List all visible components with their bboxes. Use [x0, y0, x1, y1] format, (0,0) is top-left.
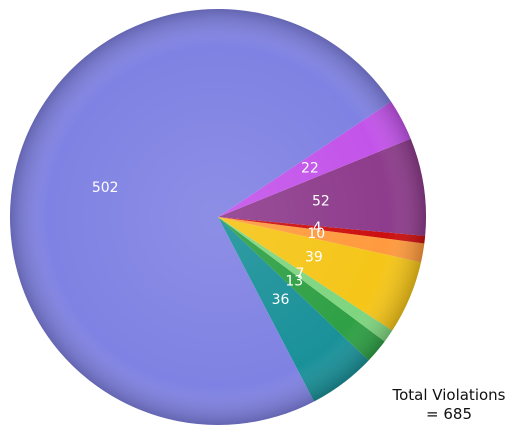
slice-label-10: 10 — [307, 226, 325, 242]
slice-label-52: 52 — [312, 194, 330, 210]
total-violations-label: Total Violations — [392, 386, 506, 404]
total-violations-annotation: Total Violations = 685 — [374, 386, 523, 424]
slice-label-13: 13 — [285, 273, 303, 289]
slice-label-22: 22 — [301, 160, 319, 176]
slice-label-4: 4 — [313, 220, 322, 236]
slice-label-39: 39 — [305, 249, 323, 265]
slice-label-36: 36 — [272, 292, 290, 308]
total-violations-value: = 685 — [426, 405, 472, 423]
slice-label-502: 502 — [92, 180, 119, 196]
pie-slices — [10, 8, 427, 425]
slice-label-7: 7 — [295, 266, 304, 282]
